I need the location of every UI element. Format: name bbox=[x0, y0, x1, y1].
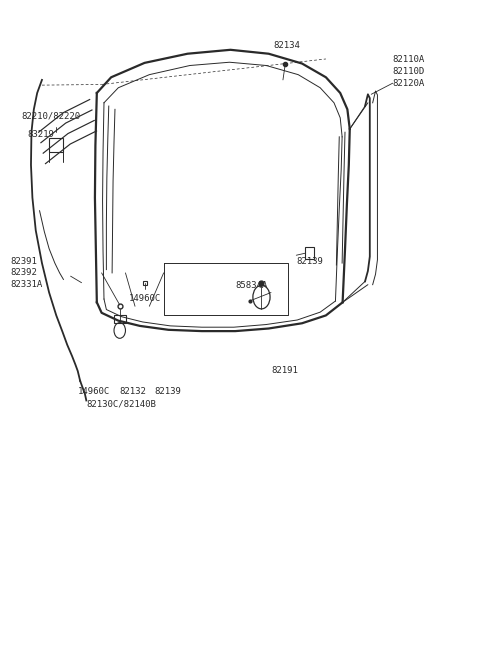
Text: 82134: 82134 bbox=[274, 41, 300, 50]
Text: 14960C: 14960C bbox=[78, 388, 110, 396]
Text: 82210/82220: 82210/82220 bbox=[22, 111, 81, 120]
Text: 82139: 82139 bbox=[296, 256, 323, 265]
Text: 83219: 83219 bbox=[28, 129, 55, 139]
Text: 82391: 82391 bbox=[10, 256, 37, 265]
Text: 85834A: 85834A bbox=[235, 281, 267, 290]
Bar bbox=[114, 315, 126, 323]
FancyBboxPatch shape bbox=[305, 248, 314, 259]
Text: 14960C: 14960C bbox=[129, 294, 162, 304]
Text: 82110A: 82110A bbox=[393, 55, 425, 64]
Text: 82132: 82132 bbox=[120, 388, 146, 396]
Text: 82110D: 82110D bbox=[393, 67, 425, 76]
Text: 82139: 82139 bbox=[154, 388, 181, 396]
Text: 82191: 82191 bbox=[271, 367, 298, 375]
Text: 82392: 82392 bbox=[10, 268, 37, 277]
Text: 82120A: 82120A bbox=[393, 79, 425, 87]
Bar bbox=[49, 138, 63, 152]
Text: 82130C/82140B: 82130C/82140B bbox=[86, 399, 156, 408]
Text: 82331A: 82331A bbox=[10, 280, 42, 289]
